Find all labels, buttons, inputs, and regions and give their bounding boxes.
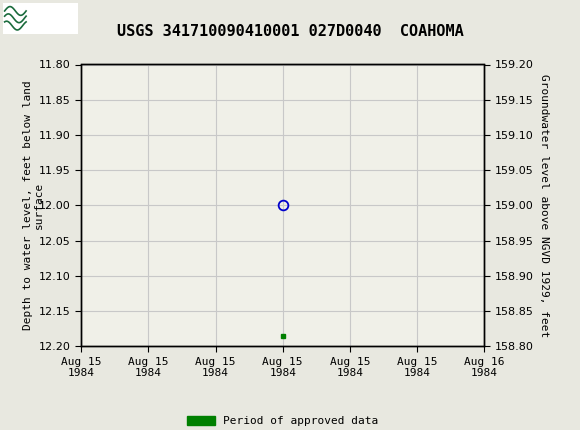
Y-axis label: Depth to water level, feet below land
surface: Depth to water level, feet below land su…: [23, 80, 44, 330]
Text: USGS 341710090410001 027D0040  COAHOMA: USGS 341710090410001 027D0040 COAHOMA: [117, 24, 463, 39]
Bar: [3, 3, 78, 34]
Legend: Period of approved data: Period of approved data: [182, 411, 383, 430]
Text: USGS: USGS: [32, 9, 75, 27]
Y-axis label: Groundwater level above NGVD 1929, feet: Groundwater level above NGVD 1929, feet: [539, 74, 549, 337]
